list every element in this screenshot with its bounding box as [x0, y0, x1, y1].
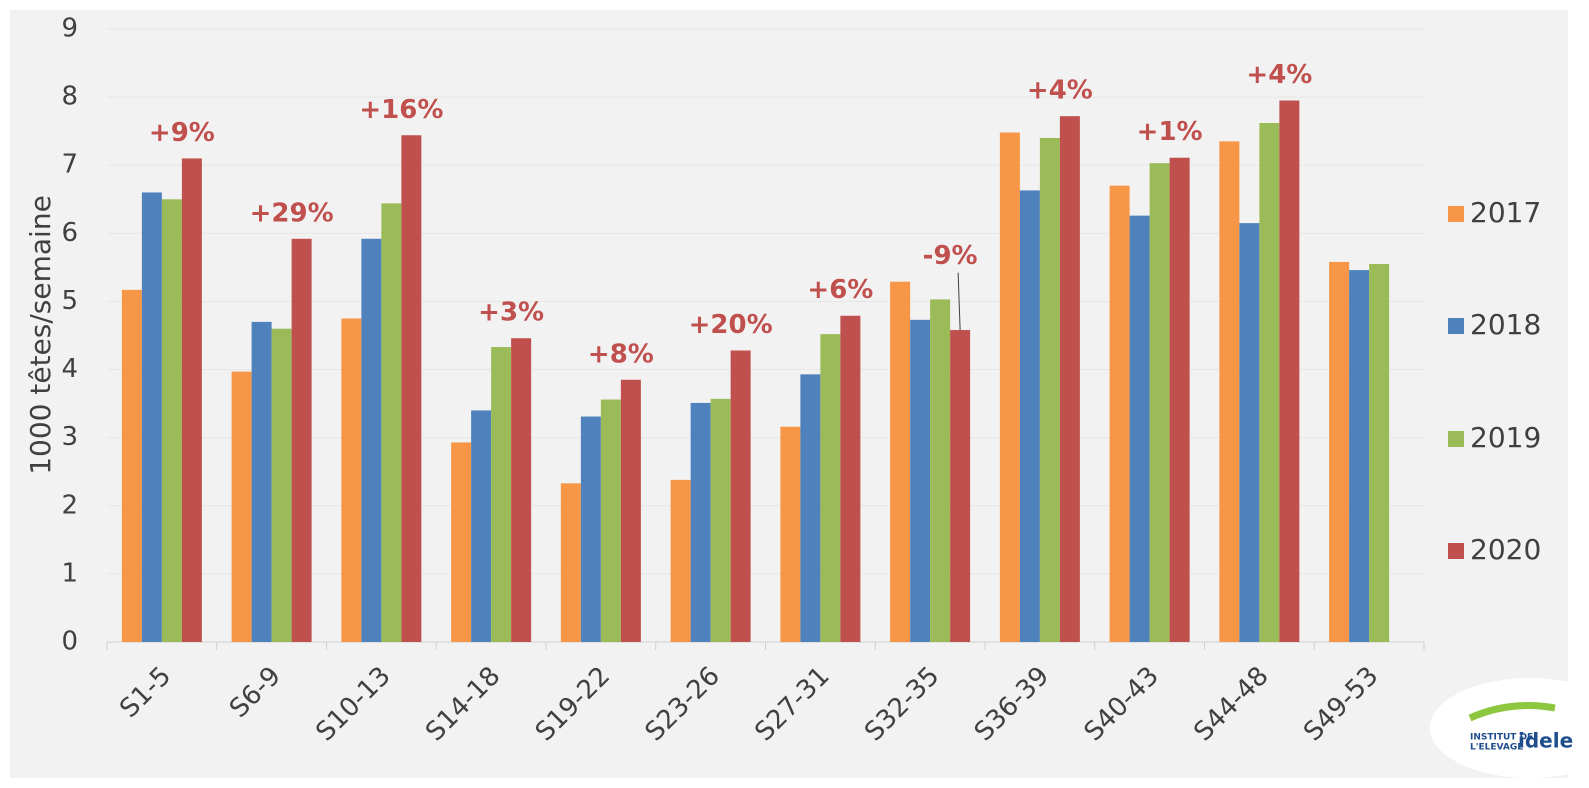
legend-label: 2017 — [1470, 196, 1541, 229]
bar — [451, 442, 472, 642]
bar — [670, 479, 691, 642]
logo-background — [1430, 678, 1589, 778]
bar — [780, 426, 801, 642]
leader-line — [957, 272, 961, 331]
y-tick-label: 8 — [61, 82, 78, 112]
bar — [600, 399, 621, 642]
bar — [1239, 223, 1260, 642]
bar — [141, 192, 162, 642]
bar — [1059, 116, 1080, 642]
change-label: -9% — [923, 241, 978, 271]
bar — [560, 483, 581, 642]
bar — [251, 321, 272, 642]
bar — [820, 334, 841, 642]
bar — [1219, 141, 1240, 642]
bar — [580, 416, 601, 642]
logo-swoosh — [1468, 702, 1556, 722]
legend-swatch — [1448, 206, 1464, 222]
bar — [710, 398, 731, 642]
change-label: +29% — [250, 198, 334, 228]
logo-text: L'ELEVAGE — [1470, 743, 1523, 753]
bar — [291, 238, 312, 642]
bar — [800, 374, 821, 642]
legend-label: 2018 — [1470, 308, 1541, 341]
y-tick-label: 5 — [61, 286, 78, 316]
y-tick-label: 7 — [61, 150, 78, 180]
change-label: +6% — [807, 275, 873, 305]
bar — [999, 132, 1020, 643]
legend-swatch — [1448, 431, 1464, 447]
bar — [401, 135, 422, 642]
bar — [231, 371, 252, 642]
y-axis-title: 1000 têtes/semaine — [24, 195, 57, 475]
bar — [1329, 261, 1350, 642]
bar — [121, 289, 142, 642]
logo-text: INSTITUT DE — [1470, 733, 1533, 743]
bar — [161, 199, 182, 642]
bar — [1129, 215, 1150, 642]
change-label: +4% — [1246, 60, 1312, 90]
change-label: +16% — [359, 95, 443, 125]
bar — [890, 281, 911, 642]
bar — [271, 328, 292, 642]
bar — [361, 238, 382, 642]
bar — [1279, 100, 1300, 643]
y-tick-label: 0 — [61, 627, 78, 657]
bar — [620, 379, 641, 642]
legend-swatch — [1448, 318, 1464, 334]
bar — [1259, 122, 1280, 642]
bar — [930, 299, 951, 642]
change-label: +3% — [478, 298, 544, 328]
bar — [950, 330, 971, 642]
bar — [511, 338, 532, 642]
bar — [341, 318, 362, 642]
bar — [690, 402, 711, 642]
legend-swatch — [1448, 543, 1464, 559]
y-tick-label: 3 — [61, 422, 78, 452]
bar — [1019, 190, 1040, 642]
y-tick-label: 4 — [61, 354, 78, 384]
bar — [1369, 263, 1390, 642]
legend-label: 2019 — [1470, 421, 1541, 454]
bar — [1149, 163, 1170, 642]
change-label: +20% — [689, 310, 773, 340]
legend-label: 2020 — [1470, 533, 1541, 566]
y-tick-label: 6 — [61, 218, 78, 248]
y-tick-label: 9 — [61, 14, 78, 44]
change-label: +1% — [1137, 117, 1203, 147]
change-label: +4% — [1027, 76, 1093, 106]
y-tick-label: 2 — [61, 490, 78, 520]
change-label: +8% — [588, 339, 654, 369]
y-tick-label: 1 — [61, 558, 78, 588]
bar — [730, 350, 751, 642]
bar — [471, 410, 492, 642]
bar — [1169, 157, 1190, 643]
logo-brand: idele — [1518, 729, 1573, 753]
change-label: +9% — [149, 118, 215, 148]
bar — [381, 203, 402, 642]
bar — [840, 315, 861, 642]
bar — [181, 158, 202, 642]
bar — [491, 347, 512, 642]
bar — [910, 319, 931, 642]
logo: INSTITUT DE L'ELEVAGE idele — [1430, 678, 1589, 778]
bar — [1109, 185, 1130, 642]
bar — [1349, 270, 1370, 642]
bar — [1039, 137, 1060, 642]
